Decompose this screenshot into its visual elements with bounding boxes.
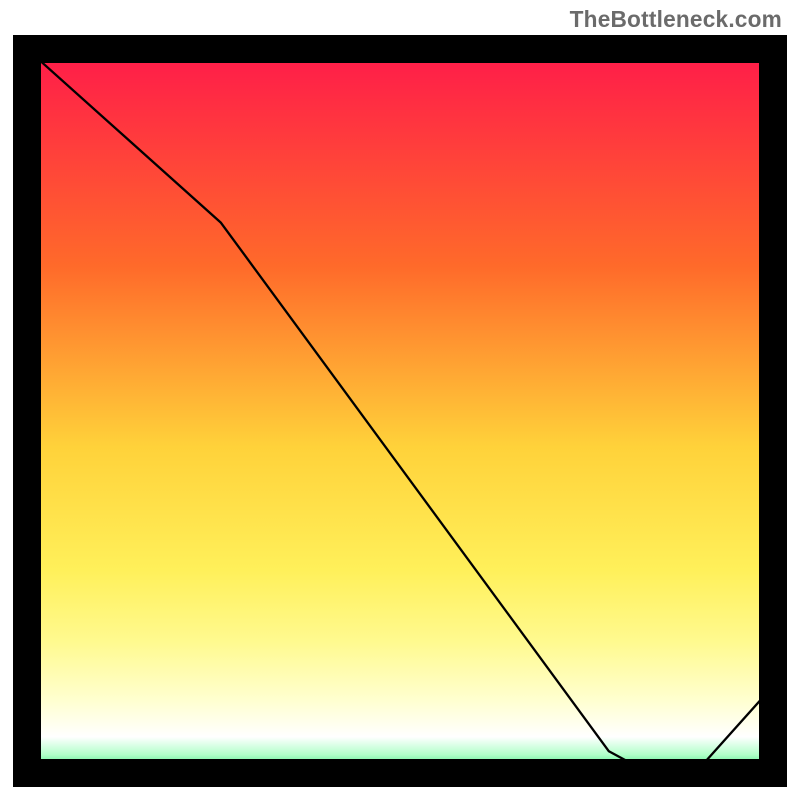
bottleneck-chart (0, 0, 800, 800)
plot-background (27, 49, 773, 773)
watermark-text: TheBottleneck.com (570, 6, 782, 33)
